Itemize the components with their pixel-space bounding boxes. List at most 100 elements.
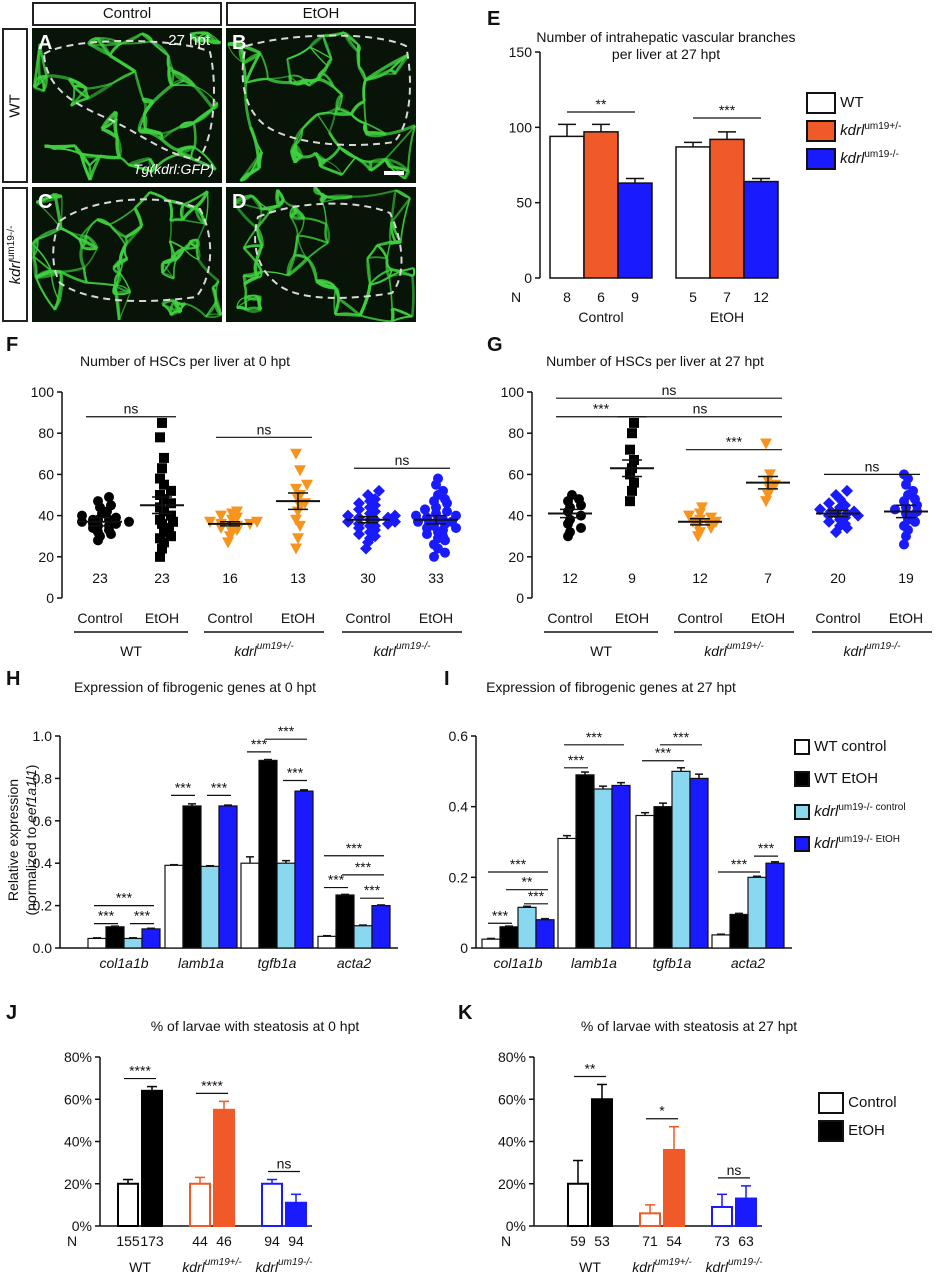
significance-label: ***	[726, 434, 743, 450]
significance-label: ***	[355, 859, 372, 875]
vessel-segment	[385, 157, 410, 172]
data-point	[155, 432, 165, 443]
vessel-segment	[162, 257, 177, 265]
bar-kdrl-um19-	[617, 182, 653, 279]
micrograph-c: C	[32, 187, 222, 322]
chart-title: Number of intrahepatic vascular branches	[536, 29, 795, 45]
data-point	[451, 510, 461, 521]
category-label: acta2	[731, 955, 765, 971]
vessel-segment	[108, 224, 127, 246]
vessel-segment	[384, 125, 416, 160]
bar-wt-control	[711, 934, 731, 949]
vessel-segment	[317, 111, 336, 116]
significance-label: *	[659, 1103, 665, 1119]
y-tick-label: 20	[38, 549, 54, 565]
vessel-segment	[34, 277, 56, 311]
data-point	[364, 501, 376, 514]
category-label: tgfb1a	[258, 955, 297, 971]
vessel-segment	[292, 235, 300, 257]
y-tick-label: 40	[508, 508, 524, 524]
vessel-segment	[255, 227, 264, 247]
data-point	[353, 511, 365, 524]
genotype-label: kdrlum19-/-	[705, 1257, 763, 1275]
significance-label: ***	[719, 102, 736, 118]
bar-kdrl-um19-control	[353, 925, 373, 949]
vessel-segment	[111, 70, 136, 85]
vessel-segment	[173, 299, 186, 306]
n-label: 5	[689, 289, 697, 305]
vessel-segment	[299, 82, 310, 86]
bar-kdrl-um19-etoh	[535, 919, 555, 949]
vessel-segment	[179, 121, 194, 128]
scale-bar	[384, 171, 404, 175]
vessel-segment	[109, 54, 137, 73]
panel-letter-c: C	[38, 191, 53, 213]
n-label: 12	[753, 289, 769, 305]
y-tick-label: 80%	[64, 1049, 92, 1065]
legend-swatch	[794, 771, 810, 788]
vessel-segment	[332, 85, 343, 96]
n-label: 53	[594, 1233, 610, 1249]
vessel-segment	[154, 153, 179, 170]
significance-label: ***	[278, 723, 295, 739]
n-label: 94	[264, 1233, 280, 1249]
vessel-segment	[309, 46, 328, 67]
vessel-segment	[83, 248, 98, 269]
vessel-segment	[406, 125, 416, 171]
n-label: 12	[562, 570, 578, 586]
y-tick-label: 80%	[498, 1049, 526, 1065]
significance-label: ns	[395, 452, 410, 468]
data-point	[369, 499, 381, 512]
n-label: 33	[428, 570, 444, 586]
vessel-segment	[257, 295, 262, 299]
y-tick-label: 0.8	[33, 770, 53, 786]
data-point	[159, 479, 169, 490]
y-axis-label-normalization: (normalized to eef1a1l1)	[23, 765, 39, 916]
n-label: 23	[154, 570, 170, 586]
category-label: tgfb1a	[653, 955, 692, 971]
vessel-segment	[322, 35, 333, 59]
transgene-label: Tg(kdrl:GFP)	[133, 161, 214, 177]
vessel-segment	[362, 79, 367, 102]
vessel-segment	[249, 126, 263, 153]
genotype-label: kdrlum19+/-	[234, 641, 294, 659]
vessel-segment	[335, 93, 343, 109]
n-label: 94	[288, 1233, 304, 1249]
vessel-segment	[316, 113, 330, 133]
vessel-segment	[79, 153, 92, 181]
data-point	[301, 479, 313, 491]
vessel-segment	[159, 132, 164, 140]
data-point	[565, 527, 575, 538]
y-tick-label: 60%	[64, 1091, 92, 1107]
legend-swatch	[806, 92, 836, 114]
vessel-segment	[160, 262, 164, 274]
vessel-segment	[343, 31, 360, 53]
significance-label: ***	[328, 872, 345, 888]
vessel-segment	[297, 234, 329, 244]
vessel-segment	[251, 195, 272, 211]
data-point	[292, 533, 304, 545]
legend-swatch	[806, 148, 836, 170]
data-point	[155, 514, 165, 525]
significance-label: ***	[673, 729, 690, 745]
data-point	[420, 504, 430, 515]
legend-swatch	[818, 1092, 844, 1114]
legend-swatch	[794, 804, 810, 821]
bar-control	[639, 1212, 661, 1227]
legend-swatch	[794, 739, 810, 756]
bar-wt-control	[557, 837, 577, 949]
significance-label: ***	[287, 765, 304, 781]
panel-letter-d: D	[232, 191, 247, 213]
chart-j-steatosis-0hpt: % of larvae with steatosis at 0 hpt 0% 20%…	[64, 1018, 359, 1275]
vessel-segment	[140, 32, 170, 57]
vessel-segment	[349, 100, 365, 116]
vessel-segment	[86, 281, 116, 287]
vessel-segment	[297, 218, 305, 237]
data-point	[353, 503, 365, 516]
vessel-segment	[363, 101, 367, 124]
vessel-segment	[194, 85, 217, 104]
bar-kdrl-um19-etoh	[218, 805, 238, 949]
y-tick-label: 0	[524, 270, 532, 286]
significance-label: ns	[693, 401, 708, 417]
significance-label: **	[585, 1060, 596, 1076]
